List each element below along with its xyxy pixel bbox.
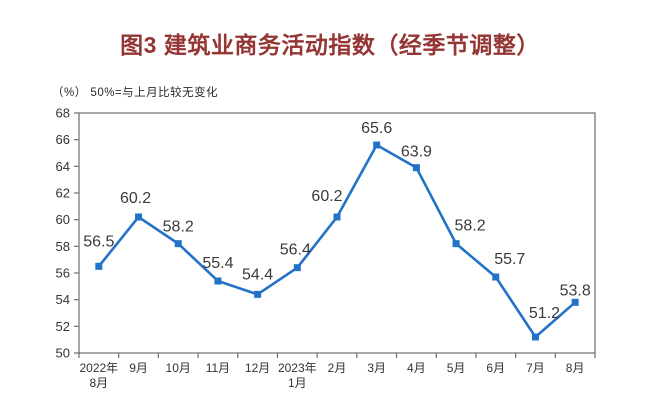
y-axis-tick-label: 68 <box>56 106 70 121</box>
data-point-marker <box>333 213 341 221</box>
x-axis-label: 3月 <box>367 361 386 375</box>
data-point-label: 63.9 <box>401 144 432 161</box>
y-axis-tick-label: 62 <box>56 186 70 201</box>
y-axis-tick-label: 58 <box>56 239 70 254</box>
x-axis-label: 11月 <box>206 361 230 375</box>
y-axis-tick-label: 56 <box>56 266 70 281</box>
y-axis-tick-label: 54 <box>56 292 70 307</box>
data-point-label: 58.2 <box>163 219 194 236</box>
data-point-label: 60.2 <box>311 188 342 205</box>
y-axis-tick-label: 50 <box>56 346 70 361</box>
data-point-marker <box>174 240 182 248</box>
data-point-label: 60.2 <box>120 190 151 207</box>
axis-unit-note: （%） 50%=与上月比较无变化 <box>52 87 219 99</box>
data-point-label: 53.8 <box>560 282 591 299</box>
data-point-label: 55.4 <box>202 255 233 272</box>
chart-title: 图3 建筑业商务活动指数（经季节调整） <box>120 32 540 58</box>
data-point-marker <box>452 240 460 248</box>
data-point-label: 56.4 <box>280 242 311 259</box>
data-point-label: 54.4 <box>242 266 273 283</box>
x-axis-label: 2月 <box>328 361 347 375</box>
plot-border <box>78 112 596 354</box>
data-point-marker <box>531 333 539 341</box>
y-axis-tick-label: 64 <box>56 159 70 174</box>
data-point-label: 55.7 <box>494 251 525 268</box>
data-point-marker <box>214 277 222 285</box>
data-point-label: 65.6 <box>361 120 392 137</box>
data-point-label: 51.2 <box>529 305 560 322</box>
x-axis-label: 12月 <box>245 361 270 375</box>
y-axis-tick-label: 66 <box>56 132 70 147</box>
data-point-label: 56.5 <box>83 233 114 250</box>
data-point-marker <box>373 141 381 149</box>
data-line <box>97 143 577 339</box>
x-axis-label: 7月 <box>526 361 545 375</box>
x-axis-label: 5月 <box>447 361 466 375</box>
x-axis-label: 2023年 <box>278 361 317 375</box>
data-point-marker <box>412 164 420 172</box>
x-axis-label: 4月 <box>407 361 426 375</box>
x-axis-label: 6月 <box>486 361 505 375</box>
data-point-marker <box>293 264 301 272</box>
x-axis-label: 2022年 <box>79 361 118 375</box>
y-axis-tick-label: 52 <box>56 319 70 334</box>
x-axis-label: 10月 <box>166 361 191 375</box>
x-axis-label: 8月 <box>566 361 585 375</box>
data-point-marker <box>135 213 143 221</box>
data-point-label: 58.2 <box>455 218 486 235</box>
data-point-marker <box>571 298 579 306</box>
x-axis-label: 1月 <box>288 376 307 390</box>
data-point-marker <box>492 273 500 281</box>
x-axis-label: 9月 <box>129 361 148 375</box>
x-axis-label: 8月 <box>90 376 109 390</box>
data-point-marker <box>95 262 103 270</box>
data-point-marker <box>254 290 262 298</box>
y-axis-tick-label: 60 <box>56 212 70 227</box>
